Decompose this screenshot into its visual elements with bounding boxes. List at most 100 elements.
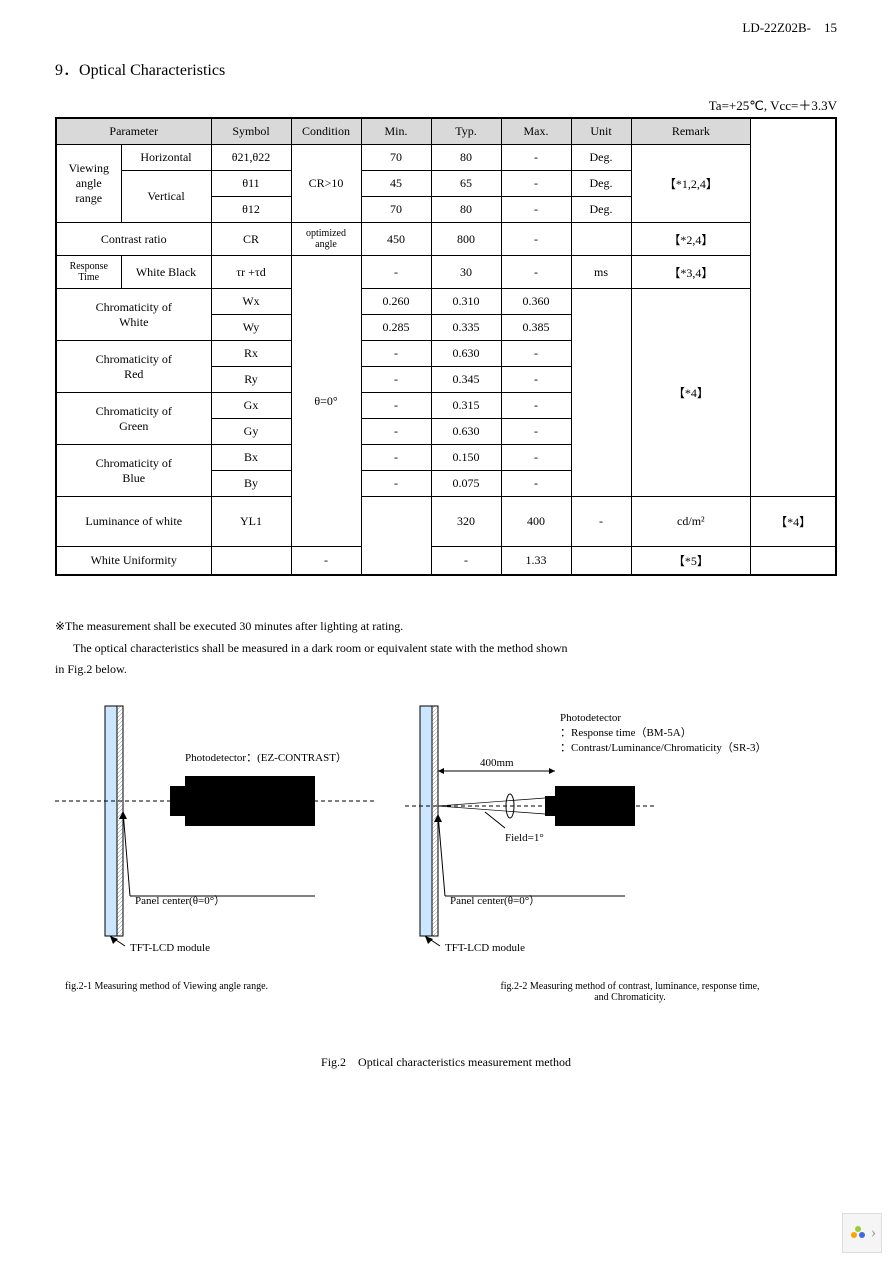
cell: τr +τd [211,256,291,289]
th-parameter: Parameter [56,118,211,145]
viewing-label: Viewinganglerange [56,145,121,223]
cell: Rx [211,341,291,367]
cell: - [501,393,571,419]
notes-block: ※The measurement shall be executed 30 mi… [55,616,837,681]
cell: 400 [501,497,571,547]
cell: 【*1,2,4】 [631,145,751,223]
cell: - [501,145,571,171]
fig-main-caption: Fig.2 Optical characteristics measuremen… [55,1053,837,1070]
cell: Ry [211,367,291,393]
cell: 0.630 [431,341,501,367]
conditions-text: Ta=+25℃, Vcc=＋3.3V [55,95,837,114]
horiz-label: Horizontal [121,145,211,171]
cell: - [571,497,631,547]
cell: 1.33 [501,547,571,576]
response-label2: White Black [121,256,211,289]
svg-text:：Response time（BM-5A）: ：Response time（BM-5A） [560,726,692,739]
th-max: Max. [501,118,571,145]
cell: θ=0° [291,256,361,547]
cell: - [501,419,571,445]
svg-text:Photodetector: Photodetector [560,712,621,724]
cell [571,223,631,256]
cell: 【*2,4】 [631,223,751,256]
white-label: Chromaticity ofWhite [56,289,211,341]
cell: - [361,471,431,497]
cell: 0.150 [431,445,501,471]
cell: 【*4】 [751,497,836,547]
cell: Wy [211,315,291,341]
cell: 0.315 [431,393,501,419]
th-min: Min. [361,118,431,145]
cell: Wx [211,289,291,315]
cell: 70 [361,145,431,171]
figure-container: Photodetector：(EZ-CONTRAST） Panel center… [55,696,837,1003]
cell: Gy [211,419,291,445]
cell: 【*4】 [631,289,751,497]
cell: - [361,445,431,471]
cell: Bx [211,445,291,471]
note-3: in Fig.2 below. [55,659,837,681]
svg-text:TFT-LCD module: TFT-LCD module [130,942,210,954]
lum-label: Luminance of white [56,497,211,547]
cell: CR [211,223,291,256]
cell: 320 [431,497,501,547]
cell: optimizedangle [291,223,361,256]
cell: - [291,547,361,576]
cell: 0.360 [501,289,571,315]
cell: 70 [361,197,431,223]
cell: 80 [431,197,501,223]
spec-table: Parameter Symbol Condition Min. Typ. Max… [55,117,837,576]
cell: - [501,445,571,471]
cell: 30 [431,256,501,289]
fig-2-2-svg: 400mm Field=1° Photodetector ：Response t… [405,696,855,976]
cell: - [501,197,571,223]
cell: - [501,471,571,497]
cell: θ12 [211,197,291,223]
cell: 0.385 [501,315,571,341]
cell: YL1 [211,497,291,547]
cell: - [501,223,571,256]
cell: 0.345 [431,367,501,393]
cell: Deg. [571,145,631,171]
flower-icon [848,1223,868,1243]
fig-caption-1: fig.2-1 Measuring method of Viewing angl… [55,981,375,992]
th-unit: Unit [571,118,631,145]
cell: 【*3,4】 [631,256,751,289]
cell [571,289,631,497]
cell: 0.630 [431,419,501,445]
cell: 0.285 [361,315,431,341]
uni-label: White Uniformity [56,547,211,576]
cell: 450 [361,223,431,256]
chevron-right-icon: › [871,1224,876,1242]
cell: 65 [431,171,501,197]
cell: Gx [211,393,291,419]
fig-2-2: 400mm Field=1° Photodetector ：Response t… [405,696,855,1003]
cell: - [501,171,571,197]
th-symbol: Symbol [211,118,291,145]
cell: ms [571,256,631,289]
cell: Deg. [571,171,631,197]
cell: θ11 [211,171,291,197]
th-remark: Remark [631,118,751,145]
cell: 0.075 [431,471,501,497]
cell: - [361,367,431,393]
cell: 0.335 [431,315,501,341]
svg-text:Photodetector：(EZ-CONTRAST）: Photodetector：(EZ-CONTRAST） [185,751,347,764]
cell: - [361,341,431,367]
green-label: Chromaticity ofGreen [56,393,211,445]
cell: - [431,547,501,576]
cell [571,547,631,576]
svg-text:TFT-LCD module: TFT-LCD module [445,942,525,954]
next-page-button[interactable]: › [842,1213,882,1253]
cell: - [361,419,431,445]
cell: 0.310 [431,289,501,315]
svg-text:Field=1°: Field=1° [505,832,544,844]
cell: cd/m² [631,497,751,547]
cell: - [501,341,571,367]
cell: - [361,393,431,419]
cell [211,547,291,576]
cell: Deg. [571,197,631,223]
cell: θ21,θ22 [211,145,291,171]
cell: 45 [361,171,431,197]
doc-header: LD-22Z02B- 15 [55,20,837,36]
